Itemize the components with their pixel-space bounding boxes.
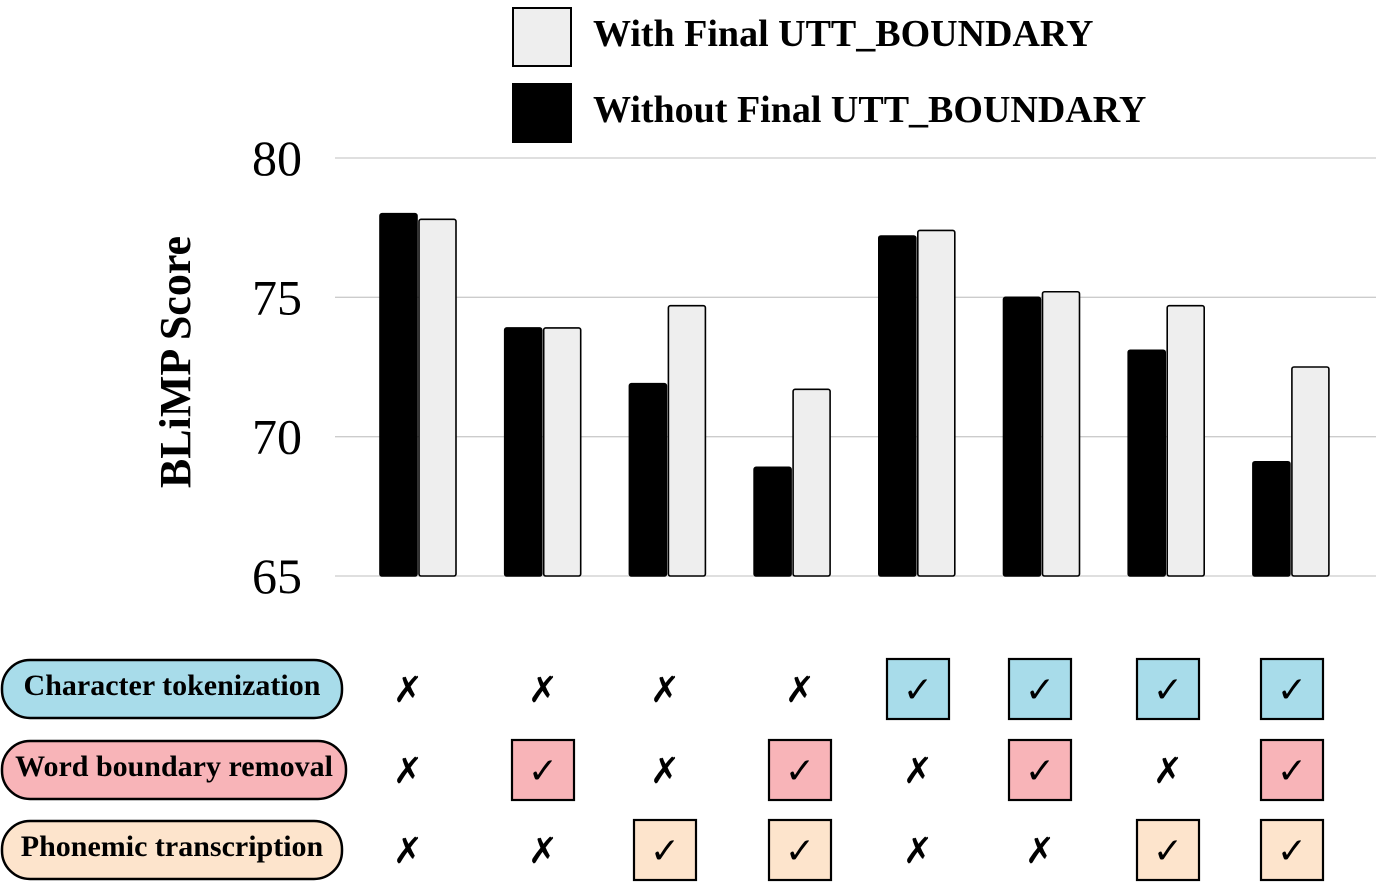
y-axis-label: BLiMP Score [151, 236, 200, 488]
check-box [885, 657, 951, 721]
bar-without-final-utt-boundary [877, 235, 917, 577]
cross-mark: ✗ [393, 670, 423, 710]
bar-with-final-utt-boundary [792, 388, 831, 577]
cross-mark: ✗ [785, 670, 815, 710]
bar-without-final-utt-boundary [379, 212, 418, 577]
bar-with-final-utt-boundary [1041, 290, 1081, 577]
y-tick-label: 75 [252, 269, 302, 325]
check-mark: ✓ [650, 831, 680, 871]
cross-mark: ✗ [650, 751, 680, 791]
check-box [1259, 657, 1325, 721]
cross-mark: ✗ [1153, 751, 1183, 791]
check-mark: ✓ [1153, 670, 1183, 710]
check-mark: ✓ [903, 670, 933, 710]
bar-with-final-utt-boundary [418, 218, 457, 577]
check-mark: ✓ [785, 751, 815, 791]
gridlines [335, 157, 1376, 577]
cross-mark: ✗ [1025, 831, 1055, 871]
cross-mark: ✗ [903, 831, 933, 871]
condition-pill [0, 658, 344, 720]
legend: With Final UTT_BOUNDARY Without Final UTT… [512, 7, 1146, 143]
condition-label: Phonemic transcription [21, 830, 324, 863]
bar-with-final-utt-boundary [542, 327, 582, 577]
check-mark: ✓ [528, 751, 558, 791]
check-box [510, 738, 576, 802]
legend-label: Without Final UTT_BOUNDARY [593, 89, 1146, 131]
cross-mark: ✗ [528, 831, 558, 871]
check-mark: ✓ [1153, 831, 1183, 871]
bar-with-final-utt-boundary [1166, 304, 1205, 577]
check-box [1007, 657, 1073, 721]
y-tick-label: 80 [252, 130, 302, 186]
bar-without-final-utt-boundary [1252, 460, 1291, 577]
bar-without-final-utt-boundary [503, 327, 543, 577]
check-box [767, 818, 833, 882]
check-mark: ✓ [1277, 670, 1307, 710]
condition-matrix: Character tokenization ✗ ✗ ✗ ✗ ✓ ✓ ✓ ✓ Word bound… [0, 657, 1325, 882]
y-tick-label: 65 [252, 548, 302, 604]
cross-mark: ✗ [650, 670, 680, 710]
condition-label: Word boundary removal [15, 750, 333, 783]
y-axis-ticks: 65 70 75 80 [252, 130, 302, 604]
check-mark: ✓ [1025, 751, 1055, 791]
check-mark: ✓ [1277, 751, 1307, 791]
legend-label: With Final UTT_BOUNDARY [593, 13, 1093, 55]
check-box [1259, 738, 1325, 802]
cross-mark: ✗ [393, 831, 423, 871]
check-mark: ✓ [1025, 670, 1055, 710]
condition-pill [0, 819, 344, 881]
check-mark: ✓ [1277, 831, 1307, 871]
check-box [767, 738, 833, 802]
legend-swatch [512, 7, 572, 67]
bar-with-final-utt-boundary [916, 229, 956, 577]
check-box [1259, 818, 1325, 882]
check-mark: ✓ [785, 831, 815, 871]
bar-without-final-utt-boundary [1002, 296, 1042, 577]
bar-with-final-utt-boundary [667, 304, 707, 577]
y-tick-label: 70 [252, 409, 302, 465]
check-box [1007, 738, 1073, 802]
cross-mark: ✗ [903, 751, 933, 791]
legend-swatch [512, 83, 572, 143]
check-box [1135, 657, 1201, 721]
bar-with-final-utt-boundary [1291, 366, 1330, 577]
check-box [632, 818, 698, 882]
bar-without-final-utt-boundary [753, 466, 792, 577]
cross-mark: ✗ [528, 670, 558, 710]
condition-pill [0, 739, 348, 801]
bar-without-final-utt-boundary [628, 382, 668, 577]
cross-mark: ✗ [393, 751, 423, 791]
bar-without-final-utt-boundary [1127, 349, 1166, 577]
condition-label: Character tokenization [24, 669, 321, 702]
check-box [1135, 818, 1201, 882]
bars [379, 212, 1330, 577]
